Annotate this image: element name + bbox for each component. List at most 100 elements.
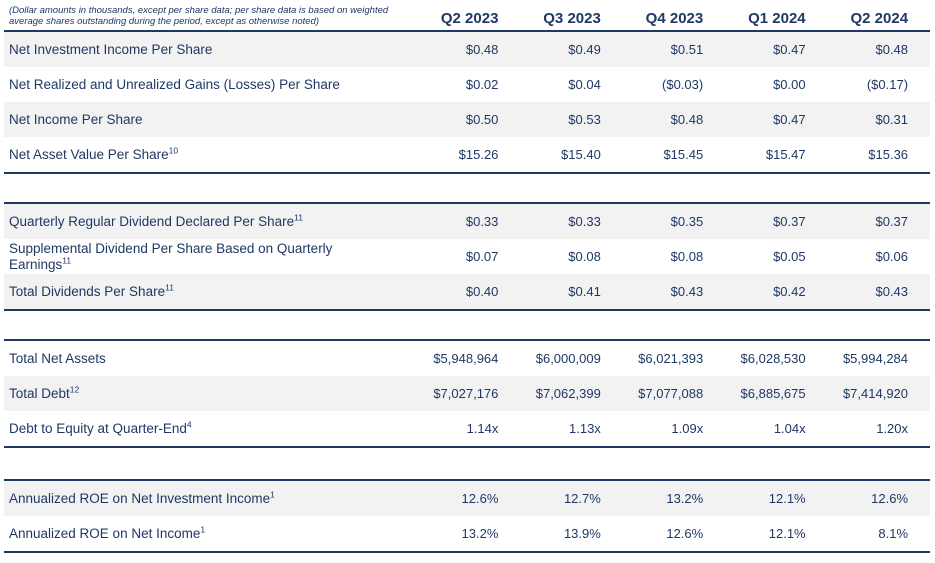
column-header: Q2 2023 <box>440 10 499 27</box>
table-row: Net Realized and Unrealized Gains (Losse… <box>4 67 930 102</box>
table-body: Net Investment Income Per Share $0.48 $0.4… <box>4 30 930 553</box>
cell-value: $0.37 <box>875 214 909 229</box>
cell-value: $15.40 <box>561 147 601 162</box>
table-row: Total Net Assets $5,948,964 $6,000,009 $6,0… <box>4 341 930 376</box>
table-header-row: (Dollar amounts in thousands, except per… <box>4 4 930 30</box>
cell-value: $0.37 <box>773 214 806 229</box>
cell-value: $0.33 <box>465 214 499 229</box>
footnote-superscript: 1 <box>270 489 275 500</box>
cell-value: 1.13x <box>569 421 601 436</box>
cell-value: $6,000,009 <box>535 351 601 366</box>
cell-value: $15.47 <box>765 147 806 162</box>
cell-value: $0.02 <box>465 77 499 92</box>
cell-value: $0.42 <box>773 284 806 299</box>
cell-value: $0.04 <box>568 77 601 92</box>
cell-value: $0.06 <box>875 249 909 264</box>
cell-value: 1.20x <box>876 421 909 436</box>
cell-value: $7,414,920 <box>842 386 909 401</box>
row-label: Total Debt12 <box>9 384 80 401</box>
footnote-superscript: 4 <box>186 419 192 430</box>
column-header: Q2 2024 <box>850 10 909 27</box>
row-label: Total Dividends Per Share11 <box>9 282 174 299</box>
cell-value: $0.00 <box>773 77 806 92</box>
financial-summary-table: (Dollar amounts in thousands, except per… <box>4 0 930 553</box>
row-label: Net Income Per Share <box>9 111 143 127</box>
row-label: Net Asset Value Per Share10 <box>9 145 179 162</box>
column-header: Q3 2023 <box>543 10 601 27</box>
cell-value: $0.05 <box>773 249 806 264</box>
footnote-superscript: 11 <box>294 212 303 223</box>
row-label: Debt to Equity at Quarter-End4 <box>9 419 192 436</box>
cell-value: $0.33 <box>568 214 601 229</box>
cell-value: $15.26 <box>458 147 499 162</box>
table-row: Net Investment Income Per Share $0.48 $0.4… <box>4 32 930 67</box>
cell-value: $6,028,530 <box>740 351 806 366</box>
cell-value: 12.1% <box>768 491 806 506</box>
cell-value: $0.43 <box>670 284 704 299</box>
cell-value: $0.08 <box>670 249 704 264</box>
cell-value: 13.2% <box>461 526 499 541</box>
cell-value: $0.48 <box>465 42 499 57</box>
row-label: Net Realized and Unrealized Gains (Losse… <box>9 76 340 92</box>
cell-value: 12.6% <box>461 491 499 506</box>
footnote-superscript: 1 <box>200 524 206 535</box>
cell-value: 12.7% <box>563 491 601 506</box>
cell-value: $0.49 <box>568 42 601 57</box>
cell-value: $0.31 <box>875 112 909 127</box>
cell-value: $6,021,393 <box>638 351 704 366</box>
table-row: Net Income Per Share $0.50 $0.53 $0.48 $0.47… <box>4 102 930 137</box>
table-row: Total Dividends Per Share11 $0.40 $0.41 $0.… <box>4 274 930 309</box>
footnote-superscript: 12 <box>69 384 80 395</box>
cell-value: $0.48 <box>875 42 909 57</box>
cell-value: 8.1% <box>878 526 909 541</box>
cell-value: $0.51 <box>670 42 704 57</box>
cell-value: $15.36 <box>868 147 909 162</box>
footnote-superscript: 11 <box>165 282 174 293</box>
cell-value: 1.04x <box>773 421 806 436</box>
cell-value: $7,027,176 <box>433 386 499 401</box>
table-row: Total Debt12 $7,027,176 $7,062,399 $7,077,0… <box>4 376 930 411</box>
table-section: Net Investment Income Per Share $0.48 $0.4… <box>4 30 930 174</box>
row-label: Net Investment Income Per Share <box>9 41 213 57</box>
cell-value: 12.6% <box>871 491 909 506</box>
table-section: Quarterly Regular Dividend Declared Per … <box>4 202 930 311</box>
table-row: Debt to Equity at Quarter-End4 1.14x 1.13x… <box>4 411 930 446</box>
cell-value: 1.09x <box>671 421 704 436</box>
cell-value: 1.14x <box>466 421 499 436</box>
cell-value: $0.41 <box>568 284 601 299</box>
cell-value: $6,885,675 <box>740 386 806 401</box>
cell-value: ($0.03) <box>662 77 704 92</box>
cell-value: $0.08 <box>568 249 601 264</box>
cell-value: $5,994,284 <box>842 351 909 366</box>
cell-value: $0.48 <box>670 112 704 127</box>
row-label: Annualized ROE on Net Income1 <box>9 524 206 541</box>
row-label: Quarterly Regular Dividend Declared Per … <box>9 212 303 229</box>
column-header: Q4 2023 <box>645 10 704 27</box>
cell-value: ($0.17) <box>866 77 909 92</box>
cell-value: $7,077,088 <box>638 386 704 401</box>
table-row: Quarterly Regular Dividend Declared Per … <box>4 204 930 239</box>
table-note: (Dollar amounts in thousands, except per… <box>9 4 389 27</box>
column-headers: Q2 2023 Q3 2023 Q4 2023 Q1 2024 Q2 2024 <box>396 10 908 27</box>
table-section: Annualized ROE on Net Investment Income1… <box>4 479 930 553</box>
footnote-superscript: 10 <box>168 145 179 156</box>
cell-value: $15.45 <box>663 147 704 162</box>
cell-value: 12.1% <box>768 526 806 541</box>
cell-value: $0.50 <box>465 112 499 127</box>
cell-value: $0.43 <box>875 284 909 299</box>
cell-value: 13.9% <box>563 526 601 541</box>
row-label: Supplemental Dividend Per Share Based on… <box>9 240 333 272</box>
cell-value: $0.40 <box>465 284 499 299</box>
table-section: Total Net Assets $5,948,964 $6,000,009 $6,0… <box>4 339 930 448</box>
table-row: Annualized ROE on Net Income1 13.2% 13.9% 1… <box>4 516 930 551</box>
cell-value: $5,948,964 <box>433 351 499 366</box>
cell-value: $0.47 <box>773 112 806 127</box>
cell-value: 13.2% <box>666 491 704 506</box>
row-label: Total Net Assets <box>9 350 106 366</box>
cell-value: $0.47 <box>773 42 806 57</box>
cell-value: 12.6% <box>666 526 704 541</box>
footnote-superscript: 11 <box>62 255 72 265</box>
table-row: Net Asset Value Per Share10 $15.26 $15.40 $… <box>4 137 930 172</box>
table-row: Annualized ROE on Net Investment Income1… <box>4 481 930 516</box>
column-header: Q1 2024 <box>748 10 806 27</box>
